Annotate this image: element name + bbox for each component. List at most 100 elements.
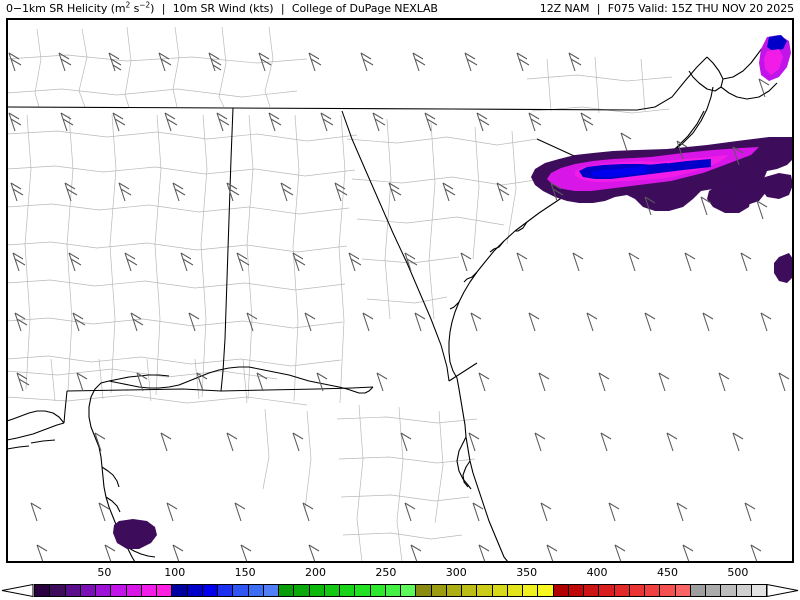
colorbar-cell[interactable] [323,584,340,597]
field-label: 0−1km SR Helicity [6,2,108,15]
colorbar-cell[interactable] [278,584,294,597]
colorbar-cell[interactable] [369,584,386,597]
colorbar-cell[interactable] [308,584,325,597]
wind-barb [98,502,110,522]
wind-barb [464,52,478,72]
colorbar-cell[interactable] [354,584,371,597]
colorbar-cell[interactable] [491,584,508,597]
colorbar-cell[interactable] [384,584,401,597]
wind-barb [614,544,626,562]
colorbar-cell[interactable] [445,584,462,597]
colorbar-cell[interactable] [156,584,172,597]
wind-barb [226,432,238,452]
colorbar-cell[interactable] [430,584,447,597]
wind-barb [540,502,552,522]
wind-barb [60,112,74,132]
colorbar-cell[interactable] [400,584,416,597]
wind-barb [308,544,320,562]
wind-barb [410,544,422,562]
colorbar-cell[interactable] [659,584,676,597]
wind-barb [164,112,178,132]
colorbar-cell[interactable] [79,584,96,597]
wind-barb [580,112,594,132]
wind-barb [718,372,730,392]
colorbar-cell[interactable] [644,584,660,597]
wind-barb [208,52,222,72]
wind-barb [778,372,790,392]
colorbar-cell[interactable] [171,584,188,597]
colorbar-tick-label: 500 [727,566,749,579]
colorbar-cell[interactable] [125,584,142,597]
colorbar-cell[interactable] [735,584,752,597]
colorbar-cell[interactable] [476,584,493,597]
colorbar-cell[interactable] [750,584,767,597]
wind-barb [628,252,640,272]
colorbar-cell[interactable] [49,584,66,597]
colorbar-cell[interactable] [598,584,615,597]
wind-barb [644,196,656,216]
wind-barb [308,52,322,72]
wind-barb [172,544,184,562]
wind-barb [8,112,22,132]
map-panel[interactable] [6,18,794,563]
helicity-isolated-cell [774,253,793,283]
colorbar-strip[interactable] [0,584,800,597]
colorbar-cell[interactable] [186,584,203,597]
colorbar-cell[interactable] [339,584,355,597]
helicity-shading [113,35,793,549]
wind-barb [16,372,30,392]
colorbar-cell[interactable] [232,584,249,597]
title-left-group: 0−1km SR Helicity (m2 s−2) | 10m SR Wind… [6,0,438,18]
wind-barb [30,502,42,522]
wind-barbs [8,52,790,562]
colorbar-tick-label: 400 [586,566,608,579]
wind-barb [538,372,550,392]
colorbar-cell[interactable] [537,584,554,597]
colorbar-cell[interactable] [674,584,691,597]
forecast-valid-label: F075 Valid: 15Z THU NOV 20 2025 [607,2,794,15]
wind-barb [316,372,328,392]
colorbar-cell[interactable] [613,584,630,597]
colorbar-cell[interactable] [705,584,721,597]
colorbar-cell[interactable] [720,584,737,597]
wind-barb [756,200,768,220]
wind-barb [620,132,632,152]
map-canvas[interactable] [7,19,793,562]
colorbar-cell[interactable] [140,584,157,597]
helicity-lobe-left [707,185,751,213]
colorbar-tick-labels: 50 100 150 200 250 300 350 400 450 500 [0,566,800,582]
wind-barb [424,112,438,132]
wind-barb [72,312,86,332]
colorbar-cell[interactable] [461,584,477,597]
wind-barb [292,432,304,452]
colorbar-cell[interactable] [522,584,538,597]
map-background [7,19,793,562]
colorbar-cell[interactable] [628,584,645,597]
wind-barb [216,112,230,132]
wind-barb [760,312,772,332]
colorbar-cell[interactable] [217,584,233,597]
wind-barb [236,252,250,272]
colorbar-cell[interactable] [247,584,264,597]
colorbar[interactable]: 50 100 150 200 250 300 350 400 450 500 [0,566,800,600]
colorbar-cell[interactable] [552,584,569,597]
colorbar-tick-label: 250 [375,566,397,579]
wind-barb [188,312,200,332]
title-bar: 0−1km SR Helicity (m2 s−2) | 10m SR Wind… [0,0,800,18]
colorbar-cell[interactable] [110,584,127,597]
colorbar-cell[interactable] [689,584,706,597]
colorbar-tick-label: 150 [234,566,256,579]
wind-barb [476,112,490,132]
wind-barb [160,432,172,452]
colorbar-cell[interactable] [95,584,111,597]
colorbar-cell[interactable] [506,584,523,597]
units-exp-2: −2 [139,0,151,10]
colorbar-cell[interactable] [34,584,50,597]
colorbar-cell[interactable] [64,584,81,597]
colorbar-cell[interactable] [201,584,218,597]
colorbar-cell[interactable] [567,584,584,597]
colorbar-cell[interactable] [293,584,310,597]
colorbar-cell[interactable] [583,584,599,597]
colorbar-cell[interactable] [415,584,432,597]
colorbar-cell[interactable] [262,584,279,597]
